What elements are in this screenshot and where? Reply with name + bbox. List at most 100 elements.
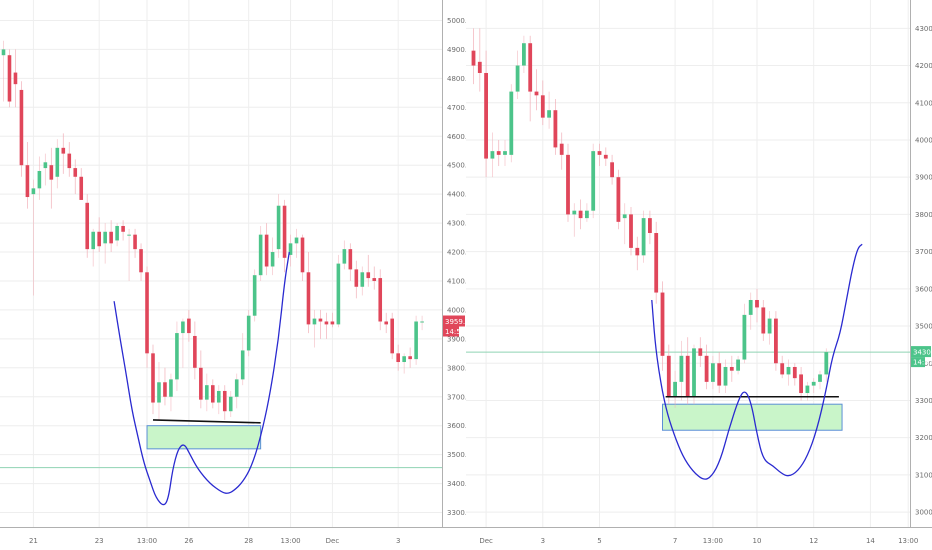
candle-body [384,321,389,325]
candle-body [43,162,48,169]
candle [330,312,335,328]
candle [366,254,371,287]
candle-body [342,249,347,264]
candle-body [211,385,215,403]
candle-body [181,321,185,334]
y-tick-label: 3300.00 [447,509,466,517]
y-tick-label: 4100.00 [447,277,466,285]
candle [342,240,347,270]
y-tick-label: 3700.0 [915,248,932,256]
x-tick-label: 12 [809,537,818,545]
candle [288,234,293,267]
candle [109,220,113,253]
candle-body [635,247,640,256]
candle [31,179,36,296]
candle-body [414,321,418,360]
y-tick-label: 3600.00 [447,422,466,430]
y-tick-label: 4600.00 [447,133,466,141]
candle-body [610,162,614,178]
candle-body [717,363,722,386]
candle-body [169,379,173,397]
candle [528,35,533,122]
x-axis: Dec 3 5 7 13:00 10 12 14 13:00 [479,537,918,545]
candle [73,159,78,195]
candle-body [294,237,299,244]
candle-body [704,355,709,382]
y-tick-label: 3200.0 [915,434,932,442]
candle [1,40,6,102]
candle-body [742,314,747,360]
candle [654,221,659,304]
candle [163,367,167,406]
candle-body [711,363,715,382]
last-price-label: 3430.0 [913,349,932,357]
candle [43,153,48,186]
candle [258,225,263,281]
candle [139,243,143,281]
candle-body [13,72,18,85]
candle-body [288,243,293,255]
countdown-tag [911,357,925,368]
candle [522,35,526,73]
candle [7,49,12,108]
x-axis: 21 23 13:00 26 28 13:00 Dec 3 [29,537,400,545]
candle-body [205,385,209,400]
candle [408,347,412,368]
y-tick-label: 4800.00 [447,75,466,83]
candle [354,260,359,299]
candle-body [121,225,125,232]
candle [13,49,18,108]
candle [547,91,551,129]
candle-body [540,95,545,118]
chart-left[interactable]: 5000.00 4900.00 4800.00 4700.00 4600.00 4500.… [0,0,466,550]
candle-body [490,151,495,159]
candle-body [234,379,239,397]
candle [471,28,476,85]
last-price-tag [911,346,931,358]
y-tick-label: 3100.0 [915,471,932,479]
candle-body [660,292,665,356]
candle-body [811,381,816,386]
y-tick-label: 4400.00 [447,191,466,199]
candle-body [755,299,759,308]
candle-body [792,366,797,379]
candle [91,228,95,267]
candle [553,99,558,155]
candle-body [622,214,627,219]
candle-body [199,367,203,400]
candle [222,385,227,420]
candle-body [591,151,596,211]
last-price-label: 3959.99 [445,318,466,326]
candle-body [729,366,734,371]
candle [717,352,722,394]
candle [622,203,627,245]
candle-body [175,333,179,380]
chart-right[interactable]: 4300.0 4200.0 4100.0 4000.0 3900.0 3800.0 3700… [466,0,932,550]
candle [685,337,690,405]
candle-body [348,249,353,270]
candle-body [240,350,245,380]
y-tick-label: 3800.0 [915,211,932,219]
candle [348,243,353,281]
candle [420,315,424,331]
candle [540,80,545,126]
candle-body [324,321,329,325]
y-tick-label: 4200.0 [915,62,932,70]
candle-body [109,231,113,244]
y-tick-label: 3300.0 [915,397,932,405]
candle [79,168,84,200]
candle [384,312,389,334]
countdown-label: 14:53 [445,328,465,336]
candle-body [641,218,646,256]
candle-body [515,65,520,92]
candle [264,223,269,276]
candle [515,50,520,100]
candle [742,303,747,364]
y-tick-label: 4300.00 [447,220,466,228]
candle [660,281,665,371]
candle-body [761,307,766,334]
candle-body [79,176,84,200]
candle-body [222,390,227,412]
candle-body [585,210,589,219]
candle-body [402,356,406,363]
